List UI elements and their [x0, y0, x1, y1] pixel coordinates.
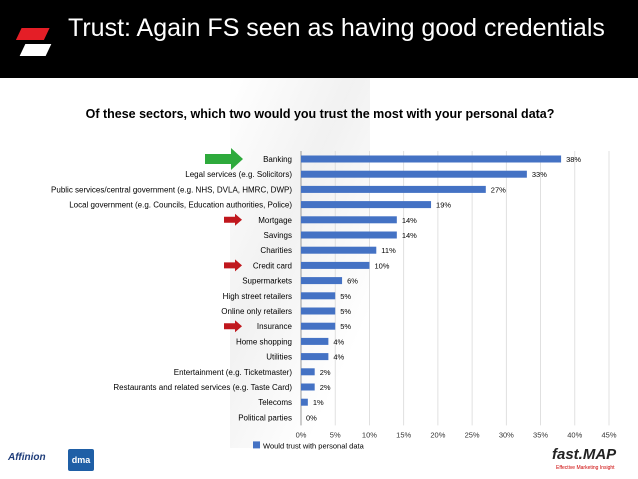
- value-label: 2%: [320, 368, 331, 377]
- value-label: 4%: [333, 353, 344, 362]
- category-label: Banking: [263, 155, 292, 164]
- value-label: 5%: [340, 292, 351, 301]
- category-label: High street retailers: [223, 292, 292, 301]
- value-label: 0%: [306, 413, 317, 422]
- bar: [301, 261, 370, 269]
- x-tick-label: 35%: [533, 430, 548, 439]
- value-label: 19%: [436, 201, 451, 210]
- value-label: 33%: [532, 170, 547, 179]
- chart-legend: Would trust with personal data: [253, 441, 365, 450]
- red-arrow-icon: [224, 213, 242, 226]
- bar: [301, 246, 377, 254]
- category-label: Public services/central government (e.g.…: [51, 185, 292, 194]
- dma-logo: dma: [68, 449, 94, 471]
- affinion-logo: Affinion: [8, 452, 46, 463]
- value-label: 14%: [402, 231, 417, 240]
- legend-label: Would trust with personal data: [263, 441, 365, 450]
- value-label: 14%: [402, 216, 417, 225]
- value-label: 11%: [381, 246, 396, 255]
- x-tick-label: 30%: [499, 430, 514, 439]
- category-label: Telecoms: [258, 398, 292, 407]
- category-label: Mortgage: [258, 216, 292, 225]
- bar: [301, 353, 329, 361]
- chart-bars: [301, 155, 562, 406]
- category-label: Credit card: [253, 261, 292, 270]
- x-tick-label: 0%: [296, 430, 307, 439]
- category-label: Entertainment (e.g. Ticketmaster): [174, 368, 293, 377]
- slide-title: Trust: Again FS seen as having good cred…: [68, 14, 605, 42]
- value-label: 5%: [340, 307, 351, 316]
- bar: [301, 201, 432, 209]
- bar: [301, 383, 315, 391]
- bar: [301, 307, 336, 315]
- x-tick-label: 20%: [430, 430, 445, 439]
- x-tick-label: 40%: [567, 430, 582, 439]
- x-tick-label: 45%: [601, 430, 616, 439]
- category-label: Political parties: [238, 413, 292, 422]
- bar: [301, 292, 336, 300]
- category-label: Savings: [264, 231, 292, 240]
- x-tick-label: 25%: [465, 430, 480, 439]
- bar: [301, 231, 397, 239]
- category-label: Online only retailers: [221, 307, 292, 316]
- category-label: Restaurants and related services (e.g. T…: [113, 383, 292, 392]
- value-label: 10%: [374, 261, 389, 270]
- x-tick-label: 10%: [362, 430, 377, 439]
- green-arrow-icon: [205, 148, 243, 170]
- value-label: 4%: [333, 337, 344, 346]
- category-label: Supermarkets: [242, 277, 292, 286]
- value-label: 5%: [340, 322, 351, 331]
- red-arrow-icon: [224, 320, 242, 333]
- bar: [301, 155, 562, 163]
- category-label: Utilities: [266, 353, 292, 362]
- bar: [301, 185, 486, 193]
- category-label: Insurance: [257, 322, 293, 331]
- fastmap-logo: fast.MAP: [552, 446, 617, 463]
- bar: [301, 277, 343, 285]
- legend-swatch: [253, 441, 260, 449]
- x-tick-label: 15%: [396, 430, 411, 439]
- chart-gridlines: [300, 151, 610, 426]
- category-label: Charities: [260, 246, 292, 255]
- category-label: Home shopping: [236, 337, 292, 346]
- value-label: 2%: [320, 383, 331, 392]
- chart-title: Of these sectors, which two would you tr…: [85, 107, 555, 121]
- chart-value-labels: 38%33%27%19%14%14%11%10%6%5%5%5%4%4%2%2%…: [306, 155, 581, 422]
- category-label: Legal services (e.g. Solicitors): [185, 170, 292, 179]
- brand-logo-icon: [16, 28, 52, 56]
- bar: [301, 337, 329, 345]
- bar: [301, 322, 336, 330]
- chart-highlight-markers: [205, 148, 243, 333]
- bar: [301, 398, 308, 406]
- bar: [301, 216, 397, 224]
- bar: [301, 170, 527, 178]
- slide-header: Trust: Again FS seen as having good cred…: [0, 0, 638, 78]
- value-label: 27%: [491, 185, 506, 194]
- value-label: 38%: [566, 155, 581, 164]
- value-label: 6%: [347, 277, 358, 286]
- value-label: 1%: [313, 398, 324, 407]
- x-tick-label: 5%: [330, 430, 341, 439]
- bar: [301, 368, 315, 376]
- red-arrow-icon: [224, 259, 242, 272]
- chart-category-labels: Banking Legal services (e.g. Solicitors) P…: [51, 155, 293, 422]
- fastmap-tagline: Effective Marketing Insight: [556, 465, 615, 471]
- category-label: Local government (e.g. Councils, Educati…: [69, 201, 292, 210]
- chart-x-ticks: 0% 5% 10% 15% 20% 25% 30% 35% 40% 45%: [296, 430, 617, 439]
